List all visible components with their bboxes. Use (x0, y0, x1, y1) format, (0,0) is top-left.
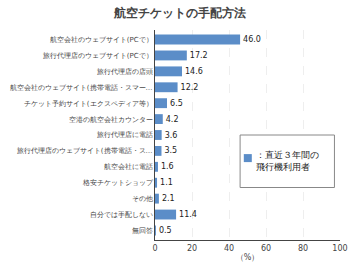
svg-text:航空会社のウェブサイト(携帯電話・スマー…: 航空会社のウェブサイト(携帯電話・スマー… (10, 84, 153, 92)
svg-text:：直近３年間の飛行機利用者: ：直近３年間の飛行機利用者 (256, 150, 319, 172)
svg-text:11.4: 11.4 (179, 210, 197, 219)
svg-text:（%）: （%） (236, 253, 260, 262)
svg-text:旅行代理店のウェブサイト(携帯電話・ス…: 旅行代理店のウェブサイト(携帯電話・ス… (17, 147, 153, 155)
svg-text:20: 20 (187, 244, 197, 253)
svg-text:17.2: 17.2 (190, 51, 208, 60)
svg-text:0: 0 (152, 244, 157, 253)
svg-text:2.1: 2.1 (162, 194, 175, 203)
svg-text:自分では手配しない: 自分では手配しない (90, 211, 153, 219)
svg-text:80: 80 (298, 244, 308, 253)
svg-text:旅行代理店のウェブサイト(PCで）: 旅行代理店のウェブサイト(PCで） (43, 52, 153, 60)
svg-text:無回答: 無回答 (132, 227, 153, 235)
svg-text:3.6: 3.6 (165, 131, 178, 140)
svg-text:その他: その他 (132, 195, 153, 203)
svg-text:60: 60 (261, 244, 271, 253)
svg-text:空港の航空会社カウンター: 空港の航空会社カウンター (69, 116, 153, 124)
svg-text:旅行代理店に電話: 旅行代理店に電話 (97, 131, 153, 139)
svg-text:航空会社のウェブサイト(PCで）: 航空会社のウェブサイト(PCで） (50, 36, 153, 44)
svg-text:1.1: 1.1 (160, 178, 173, 187)
svg-text:0.5: 0.5 (159, 226, 172, 235)
svg-text:14.6: 14.6 (185, 67, 203, 76)
svg-text:12.2: 12.2 (181, 83, 199, 92)
svg-text:航空会社に電話: 航空会社に電話 (104, 163, 153, 171)
svg-text:46.0: 46.0 (243, 35, 261, 44)
svg-text:チケット予約サイト(エクスペディア等）: チケット予約サイト(エクスペディア等） (24, 100, 153, 108)
svg-text:3.5: 3.5 (164, 146, 177, 155)
svg-text:40: 40 (224, 244, 234, 253)
svg-text:格安チケットショップ: 格安チケットショップ (82, 179, 154, 187)
svg-text:旅行代理店の店頭: 旅行代理店の店頭 (97, 68, 153, 76)
svg-text:6.5: 6.5 (170, 99, 183, 108)
svg-text:100: 100 (332, 244, 347, 253)
svg-text:航空チケットの手配方法: 航空チケットの手配方法 (113, 6, 246, 20)
svg-text:4.2: 4.2 (166, 115, 179, 124)
svg-text:1.6: 1.6 (161, 162, 174, 171)
